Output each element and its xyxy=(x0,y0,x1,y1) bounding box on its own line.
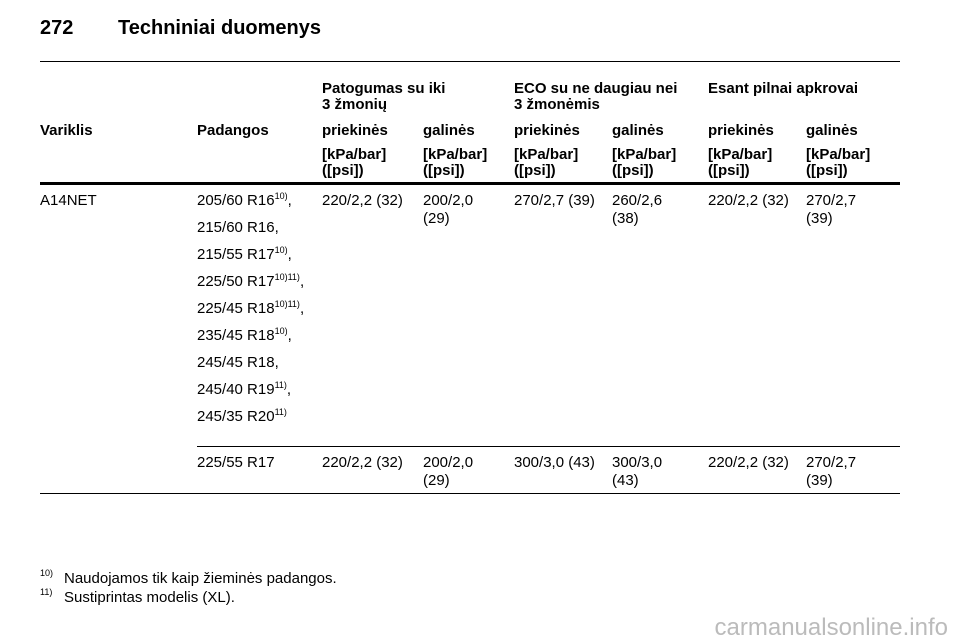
tire-text: 225/50 R17 xyxy=(197,273,275,290)
pressure-value: 270/2,7 xyxy=(806,454,857,471)
tire-text: 215/55 R17 xyxy=(197,246,275,263)
tire-size: 205/60 R1610), xyxy=(197,192,292,210)
pressure-value: 200/2,0 xyxy=(423,192,474,209)
engine: A14NET xyxy=(40,192,97,209)
pressure-value: 270/2,7 (39) xyxy=(514,192,595,209)
pressure-value: 220/2,2 (32) xyxy=(708,454,789,471)
footnote-ref: 11) xyxy=(274,380,287,390)
footnote-ref: 11) xyxy=(274,407,287,417)
unit-label: ([psi]) xyxy=(322,162,364,179)
footnote-text: Sustiprintas modelis (XL). xyxy=(64,589,235,606)
pressure-value: 260/2,6 xyxy=(612,192,663,209)
footnote-ref: 10) xyxy=(274,191,288,201)
punctuation: , xyxy=(287,246,292,263)
unit-label: [kPa/bar] xyxy=(423,146,488,163)
pressure-value: 200/2,0 xyxy=(423,454,474,471)
page-number: 272 xyxy=(40,17,74,39)
pressure-value: (43) xyxy=(612,472,639,489)
unit-label: [kPa/bar] xyxy=(514,146,579,163)
tire-size: 225/55 R17 xyxy=(197,454,275,472)
punctuation: , xyxy=(299,300,305,317)
pressure-value: (29) xyxy=(423,472,450,489)
tire-size: 245/35 R2011) xyxy=(197,408,287,426)
column-header: galinės xyxy=(612,122,664,139)
group-header: Patogumas su iki xyxy=(322,80,446,97)
footnote-ref: 10) xyxy=(274,326,288,336)
tire-size: 245/45 R18, xyxy=(197,354,279,372)
footnote-ref: 10)11) xyxy=(274,299,300,309)
rule xyxy=(40,182,900,185)
tire-size: 225/45 R1810)11), xyxy=(197,300,304,318)
tire-text: 225/45 R18 xyxy=(197,300,275,317)
tire-text: 245/35 R20 xyxy=(197,408,275,425)
pressure-value: (39) xyxy=(806,210,833,227)
footnote-text: Naudojamos tik kaip žieminės padangos. xyxy=(64,570,337,587)
unit-label: [kPa/bar] xyxy=(708,146,773,163)
column-header: priekinės xyxy=(708,122,774,139)
unit-label: [kPa/bar] xyxy=(806,146,871,163)
punctuation: , xyxy=(299,273,305,290)
unit-label: [kPa/bar] xyxy=(322,146,387,163)
unit-label: [kPa/bar] xyxy=(612,146,677,163)
rule xyxy=(197,446,900,447)
rule xyxy=(40,61,900,62)
column-header: priekinės xyxy=(514,122,580,139)
group-header: 3 žmonėmis xyxy=(514,96,600,113)
pressure-value: 300/3,0 xyxy=(612,454,663,471)
column-header: priekinės xyxy=(322,122,388,139)
unit-label: ([psi]) xyxy=(806,162,848,179)
footnote-mark: 10) xyxy=(40,568,54,578)
tire-text: 215/60 R16, xyxy=(197,219,279,236)
pressure-value: (38) xyxy=(612,210,639,227)
page-title: Techniniai duomenys xyxy=(118,17,321,39)
tire-size: 215/55 R1710), xyxy=(197,246,292,264)
tire-text: 245/40 R19 xyxy=(197,381,275,398)
tire-text: 235/45 R18 xyxy=(197,327,275,344)
column-header: Padangos xyxy=(197,122,269,139)
footnote-mark: 11) xyxy=(40,587,53,597)
pressure-value: 220/2,2 (32) xyxy=(322,454,403,471)
tire-size: 215/60 R16, xyxy=(197,219,279,237)
pressure-value: (39) xyxy=(806,472,833,489)
watermark: carmanualsonline.info xyxy=(714,614,948,641)
tire-size: 225/50 R1710)11), xyxy=(197,273,304,291)
tire-size: 235/45 R1810), xyxy=(197,327,292,345)
footnote-ref: 10)11) xyxy=(274,272,300,282)
unit-label: ([psi]) xyxy=(423,162,465,179)
pressure-value: (29) xyxy=(423,210,450,227)
column-header: Variklis xyxy=(40,122,93,139)
column-header: galinės xyxy=(423,122,475,139)
group-header: ECO su ne daugiau nei xyxy=(514,80,678,97)
tire-text: 245/45 R18, xyxy=(197,354,279,371)
punctuation: , xyxy=(286,381,292,398)
unit-label: ([psi]) xyxy=(514,162,556,179)
group-header: Esant pilnai apkrovai xyxy=(708,80,859,97)
unit-label: ([psi]) xyxy=(708,162,750,179)
rule xyxy=(40,493,900,494)
tire-size: 245/40 R1911), xyxy=(197,381,291,399)
punctuation: , xyxy=(287,327,292,344)
pressure-value: 220/2,2 (32) xyxy=(708,192,789,209)
pressure-value: 270/2,7 xyxy=(806,192,857,209)
punctuation: , xyxy=(287,192,292,209)
pressure-value: 220/2,2 (32) xyxy=(322,192,403,209)
unit-label: ([psi]) xyxy=(612,162,654,179)
footnote-ref: 10) xyxy=(274,245,288,255)
pressure-value: 300/3,0 (43) xyxy=(514,454,595,471)
tire-text: 225/55 R17 xyxy=(197,454,275,471)
group-header: 3 žmonių xyxy=(322,96,388,113)
column-header: galinės xyxy=(806,122,858,139)
tire-text: 205/60 R16 xyxy=(197,192,275,209)
